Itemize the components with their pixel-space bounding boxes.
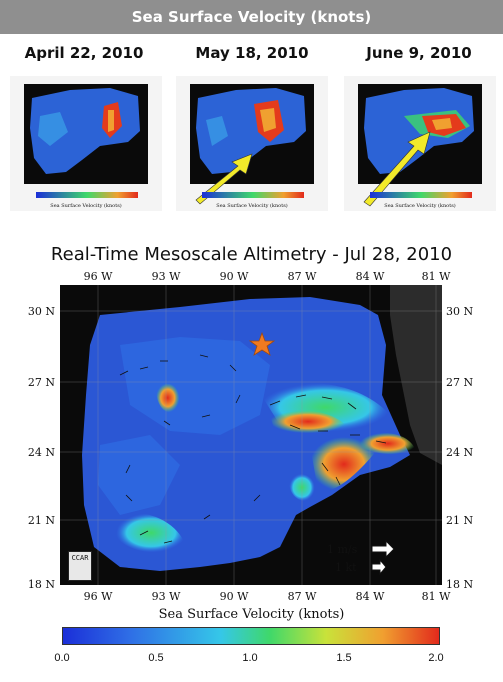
- colorbar-tick: 0.0: [54, 652, 70, 664]
- lat-tick-right: 21 N: [446, 514, 474, 527]
- lon-tick-bottom: 84 W: [355, 590, 385, 603]
- velocity-arrows: [119, 354, 387, 544]
- lon-tick-bottom: 90 W: [219, 590, 249, 603]
- lat-tick-right: 18 N: [446, 578, 474, 591]
- thumbnail-colorbar-caption: Sea Surface Velocity (knots): [50, 202, 121, 209]
- lon-tick-bottom: 81 W: [421, 590, 451, 603]
- lat-tick-left: 30 N: [27, 305, 55, 318]
- lon-tick-bottom: 87 W: [287, 590, 317, 603]
- lon-tick-bottom: 93 W: [151, 590, 181, 603]
- thumbnail-pointer-arrow: [195, 153, 253, 205]
- lat-tick-left: 18 N: [27, 578, 55, 591]
- map-title: Real-Time Mesoscale Altimetry - Jul 28, …: [50, 244, 453, 265]
- lat-tick-left: 21 N: [27, 514, 55, 527]
- lon-tick-top: 81 W: [421, 270, 451, 283]
- ccar-logo: CCAR: [68, 551, 92, 581]
- colorbar-tick: 1.0: [242, 652, 258, 664]
- lon-tick-top: 90 W: [219, 270, 249, 283]
- lat-tick-right: 27 N: [446, 376, 474, 389]
- page-banner: Sea Surface Velocity (knots): [0, 0, 503, 34]
- scale-legend-kt: 1 kt: [335, 561, 357, 574]
- thumbnail-date-may: May 18, 2010: [195, 44, 309, 62]
- lon-tick-top: 93 W: [151, 270, 181, 283]
- thumbnail-map-may[interactable]: Sea Surface Velocity (knots): [176, 76, 328, 211]
- main-velocity-map[interactable]: [60, 285, 442, 585]
- star-marker: [248, 331, 276, 356]
- thumbnail-map-june[interactable]: Sea Surface Velocity (knots): [344, 76, 496, 211]
- hot-spot-south: [310, 437, 378, 492]
- thumbnail-date-june: June 9, 2010: [366, 44, 472, 62]
- thumbnail-colorbar-caption: Sea Surface Velocity (knots): [384, 202, 455, 209]
- lon-tick-bottom: 96 W: [83, 590, 113, 603]
- thumbnail-map-april[interactable]: Sea Surface Velocity (knots): [10, 76, 162, 211]
- lon-tick-top: 96 W: [83, 270, 113, 283]
- colorbar-caption: Sea Surface Velocity (knots): [158, 607, 345, 622]
- lon-tick-top: 84 W: [355, 270, 385, 283]
- scale-arrows: [371, 539, 395, 576]
- colorbar-tick: 2.0: [428, 652, 444, 664]
- lat-tick-right: 24 N: [446, 446, 474, 459]
- colorbar-tick: 0.5: [148, 652, 164, 664]
- scale-legend-ms: 1 m/s: [327, 543, 358, 556]
- lat-tick-left: 24 N: [27, 446, 55, 459]
- lat-tick-left: 27 N: [27, 376, 55, 389]
- thumbnail-colorbar-caption: Sea Surface Velocity (knots): [216, 202, 287, 209]
- colorbar: [62, 627, 440, 645]
- lat-tick-right: 30 N: [446, 305, 474, 318]
- colorbar-tick: 1.5: [336, 652, 352, 664]
- lon-tick-top: 87 W: [287, 270, 317, 283]
- eddy-west: [156, 383, 180, 413]
- thumbnail-date-april: April 22, 2010: [24, 44, 144, 62]
